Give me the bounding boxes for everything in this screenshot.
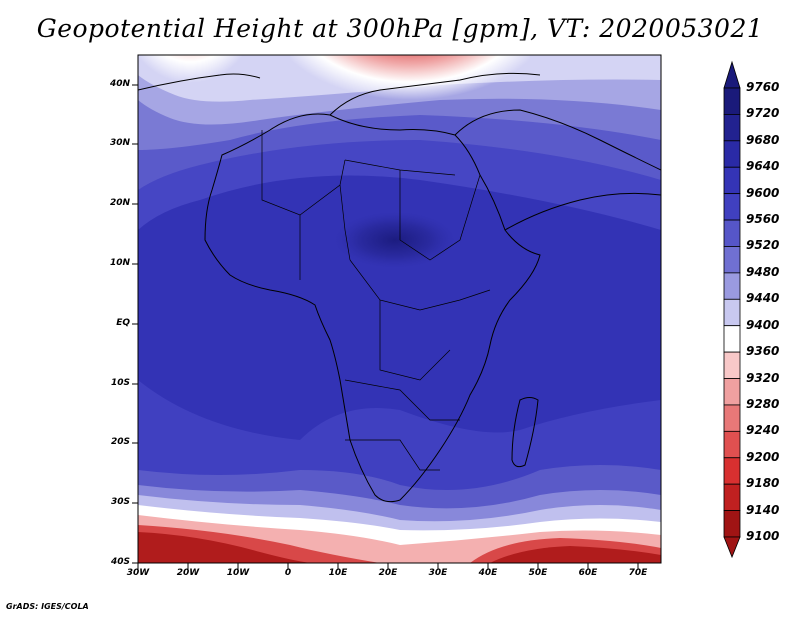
colorbar-swatch [723,325,741,353]
colorbar-swatch [723,510,741,538]
lon-label: 20W [176,568,200,578]
colorbar-level-label: 9140 [746,502,780,517]
axis-ticks [132,84,639,569]
colorbar-swatch [723,483,741,511]
lat-label: EQ [116,318,130,328]
colorbar-swatch [723,351,741,379]
colorbar-swatch [723,246,741,274]
lat-label: 20N [109,198,130,208]
lon-label: 10W [226,568,250,578]
colorbar-level-label: 9440 [746,291,780,306]
lat-label: 10S [110,378,130,388]
colorbar-max-arrow [723,60,741,89]
map-frame [137,54,662,564]
colorbar-swatch [723,298,741,327]
country-borders [261,130,491,471]
colorbar-level-label: 9760 [746,80,780,94]
lat-label: 40N [109,79,130,89]
colorbar-level-label: 9240 [746,423,780,438]
lon-label: 30E [428,568,448,578]
lon-label: 20E [378,568,398,578]
map-title: Geopotential Height at 300hPa [gpm], VT:… [36,14,764,43]
lon-label: 10E [328,568,348,578]
colorbar-swatch [723,219,741,247]
colorbar-level-label: 9520 [746,238,780,253]
colorbar-swatch [723,404,741,432]
colorbar-level-label: 9280 [746,396,780,411]
colorbar-level-label: 9680 [746,132,780,147]
colorbar-swatch [723,457,741,485]
colorbar-swatch [723,166,741,195]
colorbar-level-label: 9180 [746,476,780,491]
colorbar-level-label: 9640 [746,159,780,174]
lon-label: 30W [126,568,150,578]
footer-credit: GrADS: IGES/COLA [6,602,89,611]
colorbar-swatch [723,193,741,221]
colorbar-level-label: 9360 [746,344,780,359]
height-field [138,55,661,563]
lat-label: 20S [110,437,130,447]
lon-label: 40E [478,568,498,578]
colorbar-level-label: 9560 [746,212,780,227]
lon-label: 70E [628,568,648,578]
colorbar-level-label: 9200 [746,449,780,464]
coastlines [138,72,661,503]
colorbar-level-label: 9600 [746,185,780,200]
colorbar-swatch [723,378,741,406]
colorbar-level-label: 9720 [746,106,780,121]
lat-label: 10N [109,258,130,268]
lat-label: 30N [109,138,130,148]
colorbar-swatch [723,114,741,142]
colorbar-swatch [723,140,741,168]
colorbar-swatch [723,430,741,459]
lon-label: 60E [578,568,598,578]
colorbar-level-label: 9320 [746,370,780,385]
colorbar-min-arrow [723,536,741,559]
colorbar-level-label: 9400 [746,317,780,332]
colorbar-swatch [723,272,741,300]
colorbar [723,60,741,559]
lon-label: 0 [284,568,292,578]
colorbar-level-label: 9480 [746,264,780,279]
colorbar-level-label: 9100 [746,529,780,543]
lon-label: 50E [528,568,548,578]
lat-label: 40S [110,557,130,567]
lat-label: 30S [110,497,130,507]
colorbar-swatch [723,87,741,115]
